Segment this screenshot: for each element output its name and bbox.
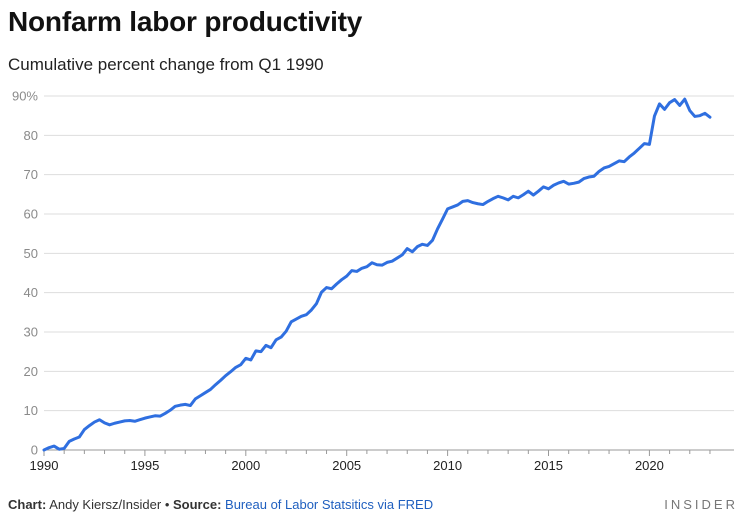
y-tick-label: 0 [31,443,38,458]
y-tick-label: 20 [24,364,38,379]
chart-author: Andy Kiersz/Insider [49,497,162,512]
x-tick-label: 1990 [30,458,59,473]
y-tick-label: 90% [12,89,38,104]
source-label: Source: [173,497,222,512]
chart-credit-label: Chart: [8,497,47,512]
series-line-0 [42,97,712,452]
y-tick-label: 30 [24,325,38,340]
chart-credit: Chart: Andy Kiersz/Insider • Source: Bur… [8,497,433,512]
x-tick-label: 2020 [635,458,664,473]
source-link[interactable]: Bureau of Labor Statsitics via FRED [225,497,434,512]
gridlines [44,95,734,412]
y-tick-label: 10 [24,403,38,418]
series-group [42,97,712,452]
y-axis: 0 10 20 30 40 50 60 70 80 90% [12,89,38,458]
x-axis: 1990 1995 2000 2005 2010 2015 2020 [30,449,734,473]
x-tick-label: 2005 [332,458,361,473]
chart-subtitle: Cumulative percent change from Q1 1990 [8,55,324,74]
chart-title: Nonfarm labor productivity [8,6,363,37]
credit-separator: • [164,497,170,512]
y-tick-label: 50 [24,246,38,261]
y-tick-label: 70 [24,167,38,182]
x-tick-label: 1995 [130,458,159,473]
y-tick-label: 60 [24,207,38,222]
x-tick-label: 2015 [534,458,563,473]
y-tick-label: 40 [24,285,38,300]
x-tick-label: 2010 [433,458,462,473]
x-tick-label: 2000 [231,458,260,473]
insider-logo: INSIDER [664,497,738,512]
y-tick-label: 80 [24,128,38,143]
